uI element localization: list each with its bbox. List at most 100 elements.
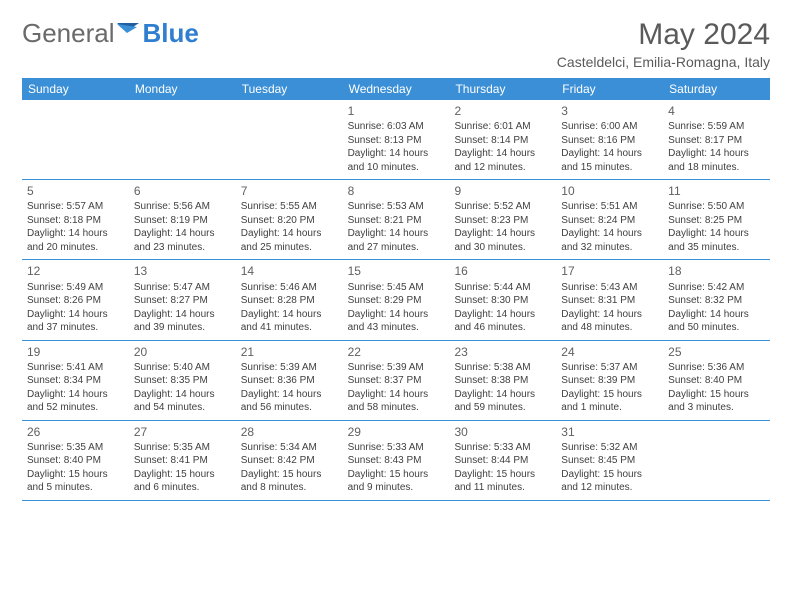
- calendar-day-cell: [663, 421, 770, 500]
- page-header: General Blue May 2024 Casteldelci, Emili…: [22, 18, 770, 70]
- logo: General Blue: [22, 18, 199, 49]
- day-number: 17: [561, 263, 658, 279]
- day-number: 18: [668, 263, 765, 279]
- sunrise-text: Sunrise: 5:45 AM: [348, 281, 445, 295]
- sunrise-text: Sunrise: 5:39 AM: [348, 361, 445, 375]
- sunset-text: Sunset: 8:27 PM: [134, 294, 231, 308]
- day-number: 3: [561, 103, 658, 119]
- weekday-header: Wednesday: [343, 78, 450, 100]
- daylight-text: Daylight: 14 hours and 18 minutes.: [668, 147, 765, 174]
- sunset-text: Sunset: 8:40 PM: [668, 374, 765, 388]
- daylight-text: Daylight: 14 hours and 37 minutes.: [27, 308, 124, 335]
- sunset-text: Sunset: 8:44 PM: [454, 454, 551, 468]
- sunset-text: Sunset: 8:32 PM: [668, 294, 765, 308]
- sunrise-text: Sunrise: 5:32 AM: [561, 441, 658, 455]
- title-block: May 2024 Casteldelci, Emilia-Romagna, It…: [557, 18, 770, 70]
- day-number: 10: [561, 183, 658, 199]
- daylight-text: Daylight: 14 hours and 46 minutes.: [454, 308, 551, 335]
- daylight-text: Daylight: 14 hours and 20 minutes.: [27, 227, 124, 254]
- weekday-header: Sunday: [22, 78, 129, 100]
- daylight-text: Daylight: 14 hours and 39 minutes.: [134, 308, 231, 335]
- day-number: 14: [241, 263, 338, 279]
- calendar-day-cell: 15Sunrise: 5:45 AMSunset: 8:29 PMDayligh…: [343, 260, 450, 339]
- calendar-day-cell: 1Sunrise: 6:03 AMSunset: 8:13 PMDaylight…: [343, 100, 450, 179]
- calendar-day-cell: 9Sunrise: 5:52 AMSunset: 8:23 PMDaylight…: [449, 180, 556, 259]
- daylight-text: Daylight: 14 hours and 23 minutes.: [134, 227, 231, 254]
- daylight-text: Daylight: 14 hours and 25 minutes.: [241, 227, 338, 254]
- sunset-text: Sunset: 8:13 PM: [348, 134, 445, 148]
- sunrise-text: Sunrise: 5:51 AM: [561, 200, 658, 214]
- sunrise-text: Sunrise: 5:35 AM: [27, 441, 124, 455]
- sunrise-text: Sunrise: 5:50 AM: [668, 200, 765, 214]
- daylight-text: Daylight: 15 hours and 5 minutes.: [27, 468, 124, 495]
- logo-text-2: Blue: [143, 18, 199, 49]
- calendar-week-row: 19Sunrise: 5:41 AMSunset: 8:34 PMDayligh…: [22, 341, 770, 421]
- sunset-text: Sunset: 8:14 PM: [454, 134, 551, 148]
- sunrise-text: Sunrise: 6:03 AM: [348, 120, 445, 134]
- daylight-text: Daylight: 15 hours and 1 minute.: [561, 388, 658, 415]
- calendar-day-cell: 25Sunrise: 5:36 AMSunset: 8:40 PMDayligh…: [663, 341, 770, 420]
- sunset-text: Sunset: 8:38 PM: [454, 374, 551, 388]
- daylight-text: Daylight: 14 hours and 35 minutes.: [668, 227, 765, 254]
- sunrise-text: Sunrise: 5:42 AM: [668, 281, 765, 295]
- daylight-text: Daylight: 14 hours and 10 minutes.: [348, 147, 445, 174]
- calendar-day-cell: 28Sunrise: 5:34 AMSunset: 8:42 PMDayligh…: [236, 421, 343, 500]
- daylight-text: Daylight: 14 hours and 30 minutes.: [454, 227, 551, 254]
- day-number: 29: [348, 424, 445, 440]
- sunset-text: Sunset: 8:17 PM: [668, 134, 765, 148]
- day-number: 12: [27, 263, 124, 279]
- day-number: 23: [454, 344, 551, 360]
- sunrise-text: Sunrise: 5:43 AM: [561, 281, 658, 295]
- weekday-header: Saturday: [663, 78, 770, 100]
- day-number: 9: [454, 183, 551, 199]
- calendar-week-row: 26Sunrise: 5:35 AMSunset: 8:40 PMDayligh…: [22, 421, 770, 501]
- sunset-text: Sunset: 8:31 PM: [561, 294, 658, 308]
- sunrise-text: Sunrise: 5:33 AM: [454, 441, 551, 455]
- location-label: Casteldelci, Emilia-Romagna, Italy: [557, 54, 770, 70]
- daylight-text: Daylight: 14 hours and 32 minutes.: [561, 227, 658, 254]
- daylight-text: Daylight: 14 hours and 48 minutes.: [561, 308, 658, 335]
- calendar-day-cell: 10Sunrise: 5:51 AMSunset: 8:24 PMDayligh…: [556, 180, 663, 259]
- day-number: 8: [348, 183, 445, 199]
- day-number: 28: [241, 424, 338, 440]
- calendar-grid: Sunday Monday Tuesday Wednesday Thursday…: [22, 78, 770, 501]
- sunrise-text: Sunrise: 5:34 AM: [241, 441, 338, 455]
- day-number: 26: [27, 424, 124, 440]
- calendar-day-cell: 8Sunrise: 5:53 AMSunset: 8:21 PMDaylight…: [343, 180, 450, 259]
- calendar-day-cell: 12Sunrise: 5:49 AMSunset: 8:26 PMDayligh…: [22, 260, 129, 339]
- sunrise-text: Sunrise: 5:38 AM: [454, 361, 551, 375]
- calendar-day-cell: 29Sunrise: 5:33 AMSunset: 8:43 PMDayligh…: [343, 421, 450, 500]
- sunrise-text: Sunrise: 5:59 AM: [668, 120, 765, 134]
- day-number: 27: [134, 424, 231, 440]
- calendar-day-cell: 5Sunrise: 5:57 AMSunset: 8:18 PMDaylight…: [22, 180, 129, 259]
- month-title: May 2024: [557, 18, 770, 52]
- calendar-day-cell: 20Sunrise: 5:40 AMSunset: 8:35 PMDayligh…: [129, 341, 236, 420]
- day-number: 7: [241, 183, 338, 199]
- sunrise-text: Sunrise: 5:40 AM: [134, 361, 231, 375]
- sunset-text: Sunset: 8:34 PM: [27, 374, 124, 388]
- day-number: 4: [668, 103, 765, 119]
- sunset-text: Sunset: 8:35 PM: [134, 374, 231, 388]
- daylight-text: Daylight: 15 hours and 3 minutes.: [668, 388, 765, 415]
- sunset-text: Sunset: 8:40 PM: [27, 454, 124, 468]
- sunset-text: Sunset: 8:42 PM: [241, 454, 338, 468]
- calendar-day-cell: [236, 100, 343, 179]
- sunset-text: Sunset: 8:20 PM: [241, 214, 338, 228]
- sunrise-text: Sunrise: 5:33 AM: [348, 441, 445, 455]
- sunset-text: Sunset: 8:39 PM: [561, 374, 658, 388]
- day-number: 22: [348, 344, 445, 360]
- day-number: 15: [348, 263, 445, 279]
- sunrise-text: Sunrise: 5:55 AM: [241, 200, 338, 214]
- logo-text-1: General: [22, 18, 115, 49]
- daylight-text: Daylight: 14 hours and 50 minutes.: [668, 308, 765, 335]
- calendar-day-cell: 3Sunrise: 6:00 AMSunset: 8:16 PMDaylight…: [556, 100, 663, 179]
- daylight-text: Daylight: 14 hours and 15 minutes.: [561, 147, 658, 174]
- sunrise-text: Sunrise: 5:47 AM: [134, 281, 231, 295]
- calendar-day-cell: 7Sunrise: 5:55 AMSunset: 8:20 PMDaylight…: [236, 180, 343, 259]
- day-number: 25: [668, 344, 765, 360]
- calendar-day-cell: 16Sunrise: 5:44 AMSunset: 8:30 PMDayligh…: [449, 260, 556, 339]
- day-number: 5: [27, 183, 124, 199]
- sunrise-text: Sunrise: 5:39 AM: [241, 361, 338, 375]
- sunrise-text: Sunrise: 5:46 AM: [241, 281, 338, 295]
- day-number: 13: [134, 263, 231, 279]
